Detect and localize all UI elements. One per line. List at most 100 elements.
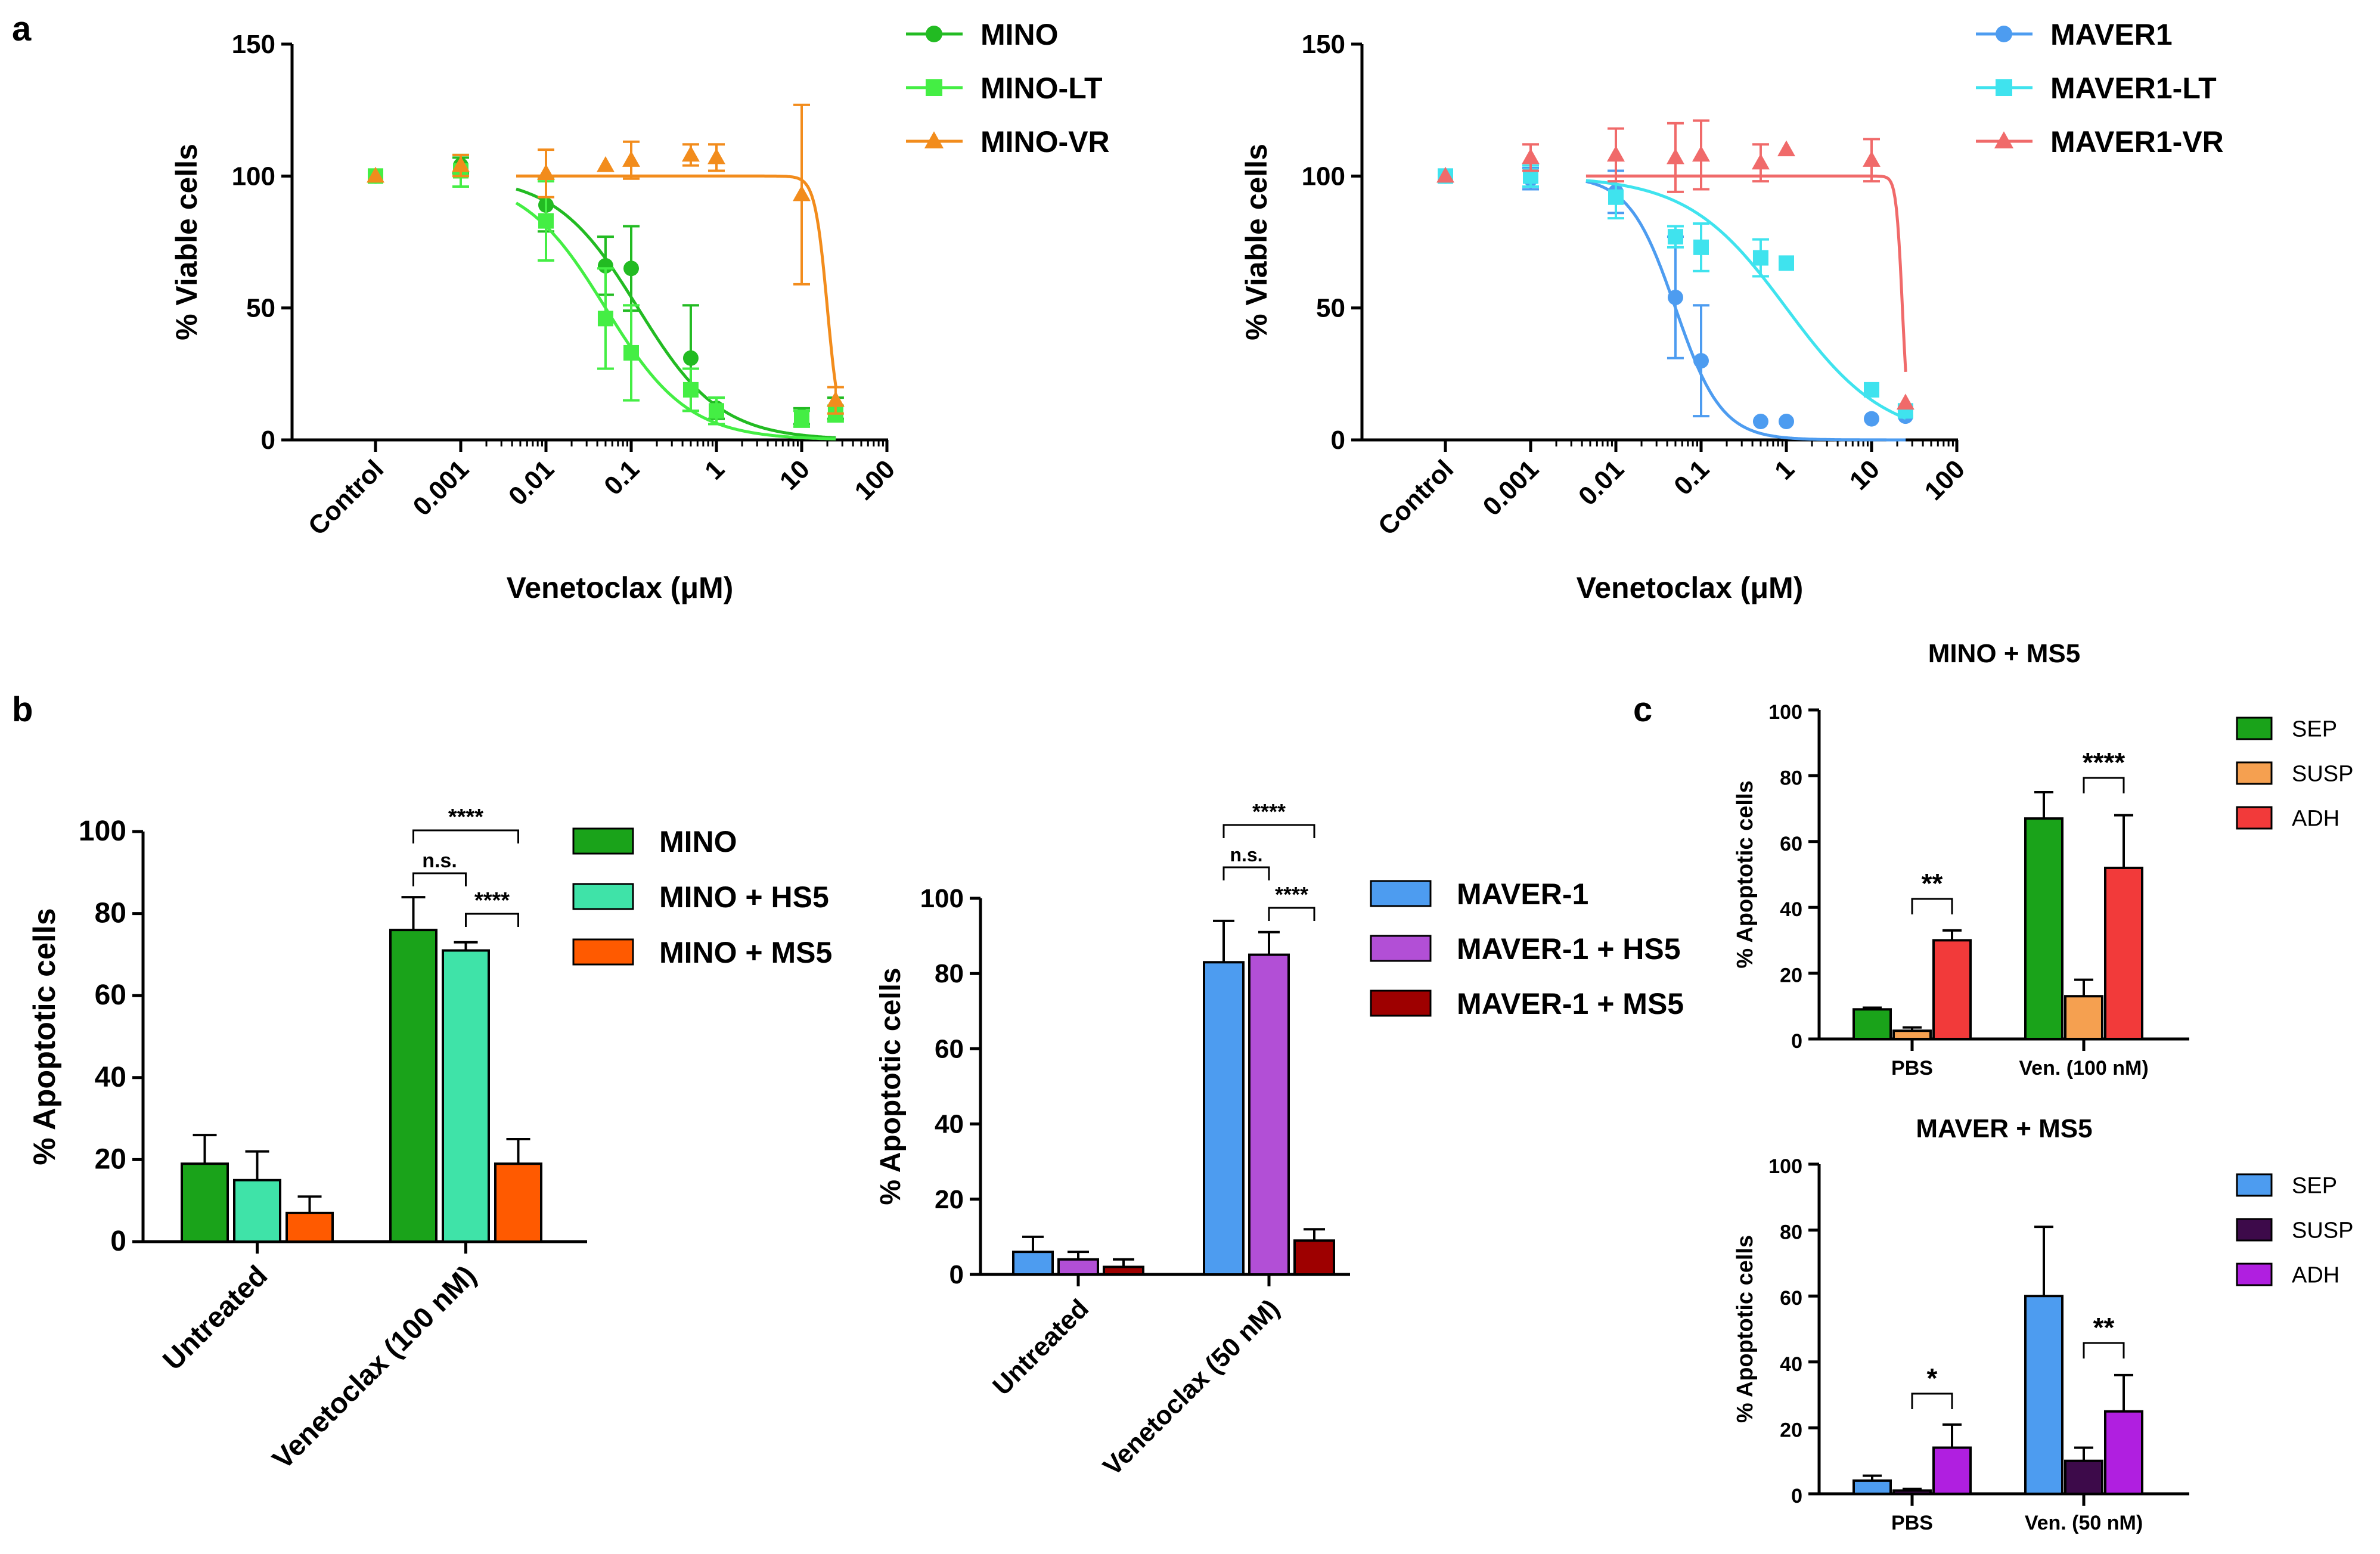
y-tick-label: 0 <box>1791 1485 1802 1508</box>
legend-label: MINO <box>980 18 1059 51</box>
data-point <box>1864 411 1879 427</box>
legend-label: ADH <box>2292 807 2339 832</box>
bar <box>2064 995 2103 1040</box>
legend-swatch <box>2236 1173 2273 1197</box>
bar <box>1932 1446 1972 1496</box>
bar <box>2104 1410 2143 1495</box>
significance-bracket <box>412 872 467 886</box>
fit-curve <box>1585 179 1907 420</box>
data-point <box>924 131 944 148</box>
bar <box>1248 953 1290 1276</box>
significance-label: n.s. <box>422 849 457 872</box>
data-point <box>537 164 555 180</box>
data-point <box>1752 250 1768 266</box>
significance-label: * <box>1927 1363 1938 1394</box>
data-point <box>597 311 613 327</box>
bar <box>2024 1295 2064 1495</box>
significance-label: ** <box>1922 868 1943 899</box>
legend-label: MINO + MS5 <box>659 936 832 969</box>
data-point <box>1667 148 1684 165</box>
y-tick-label: 80 <box>1780 767 1802 789</box>
data-point <box>1436 166 1454 183</box>
bar <box>1853 1008 1892 1040</box>
data-point <box>1692 145 1710 162</box>
fit-curve <box>516 187 836 439</box>
bar <box>1293 1239 1335 1276</box>
bar <box>1012 1251 1054 1276</box>
legend-swatch <box>2236 1263 2273 1286</box>
legend-swatch <box>2236 761 2273 785</box>
x-tick-label: 1 <box>699 454 730 485</box>
legend-swatch <box>1370 880 1432 907</box>
data-point <box>1896 393 1914 410</box>
data-point <box>1752 153 1770 170</box>
y-tick-label: 0 <box>949 1260 964 1289</box>
fit-curve <box>515 201 836 441</box>
x-tick-label: 0.1 <box>598 454 645 501</box>
y-tick-label: 40 <box>1780 898 1802 921</box>
significance-bracket <box>1911 1392 1953 1409</box>
x-tick-label: Ven. (100 nM) <box>2019 1057 2148 1080</box>
panel-label-b: b <box>12 690 33 729</box>
data-point <box>826 391 845 407</box>
data-point <box>1667 289 1683 305</box>
y-tick-label: 80 <box>95 898 126 929</box>
legend-swatch <box>572 938 634 966</box>
chart-title: MINO + MS5 <box>1928 639 2081 668</box>
data-point <box>1752 414 1768 430</box>
y-tick-label: 20 <box>1780 964 1802 987</box>
chart-a-left: 0 50 100 150 % Viable cells Control 0.001 0.01 0… <box>170 18 1110 604</box>
legend-label: SEP <box>2292 717 2337 742</box>
data-point <box>794 411 809 427</box>
significance-label: n.s. <box>1230 844 1262 866</box>
data-point <box>1996 79 2012 96</box>
panel-label-a: a <box>12 10 32 48</box>
data-point <box>623 260 639 277</box>
chart-b-left: 0 20 40 60 80 100 % Apoptotic cells UntreatedVe… <box>27 805 832 1475</box>
y-tick-label: 0 <box>1331 426 1345 455</box>
x-tick-label: Ven. (50 nM) <box>2025 1512 2143 1534</box>
bar <box>1057 1258 1099 1276</box>
data-point <box>622 151 640 167</box>
y-tick-label: 0 <box>1791 1030 1802 1053</box>
data-point <box>793 185 811 201</box>
legend-label: MAVER-1 + HS5 <box>1457 932 1681 966</box>
bar <box>389 929 437 1243</box>
bar <box>1853 1479 1892 1495</box>
y-tick-label: 60 <box>95 979 126 1011</box>
y-tick-label: 100 <box>1768 1155 1802 1178</box>
x-tick-label: Control <box>303 454 389 541</box>
significance-bracket <box>2083 1342 2125 1358</box>
data-point <box>1779 255 1794 271</box>
y-tick-label: 0 <box>261 426 275 455</box>
data-point <box>926 79 942 96</box>
data-point <box>1693 239 1709 255</box>
significance-bracket <box>412 829 519 843</box>
data-point <box>452 156 470 172</box>
y-tick-label: 60 <box>1780 833 1802 855</box>
bar <box>1932 939 1972 1041</box>
x-tick-label: 0.01 <box>1573 454 1630 511</box>
fit-curve <box>516 174 837 387</box>
significance-label: **** <box>1252 799 1286 824</box>
y-tick-label: 100 <box>1768 701 1802 724</box>
y-tick-label: 40 <box>935 1110 964 1139</box>
y-axis-label: % Apoptotic cells <box>1733 1235 1758 1423</box>
bar <box>2104 866 2143 1040</box>
y-tick-label: 100 <box>232 162 275 191</box>
legend-label: MINO + HS5 <box>659 880 829 914</box>
fit-curve <box>1585 179 1906 442</box>
x-tick-label: Venetoclax (50 nM) <box>1097 1294 1285 1481</box>
bar <box>1892 1029 1932 1040</box>
x-tick-label: 10 <box>774 454 815 495</box>
legend-label: MAVER1-VR <box>2050 125 2224 159</box>
data-point <box>1667 229 1683 245</box>
significance-label: **** <box>2083 747 2125 778</box>
significance-label: **** <box>448 805 483 830</box>
y-tick-label: 40 <box>95 1062 126 1093</box>
data-point <box>1864 381 1879 398</box>
data-point <box>597 156 615 172</box>
x-tick-label: 0.1 <box>1668 454 1715 501</box>
legend-swatch <box>2236 1218 2273 1242</box>
y-tick-label: 60 <box>1780 1287 1802 1310</box>
